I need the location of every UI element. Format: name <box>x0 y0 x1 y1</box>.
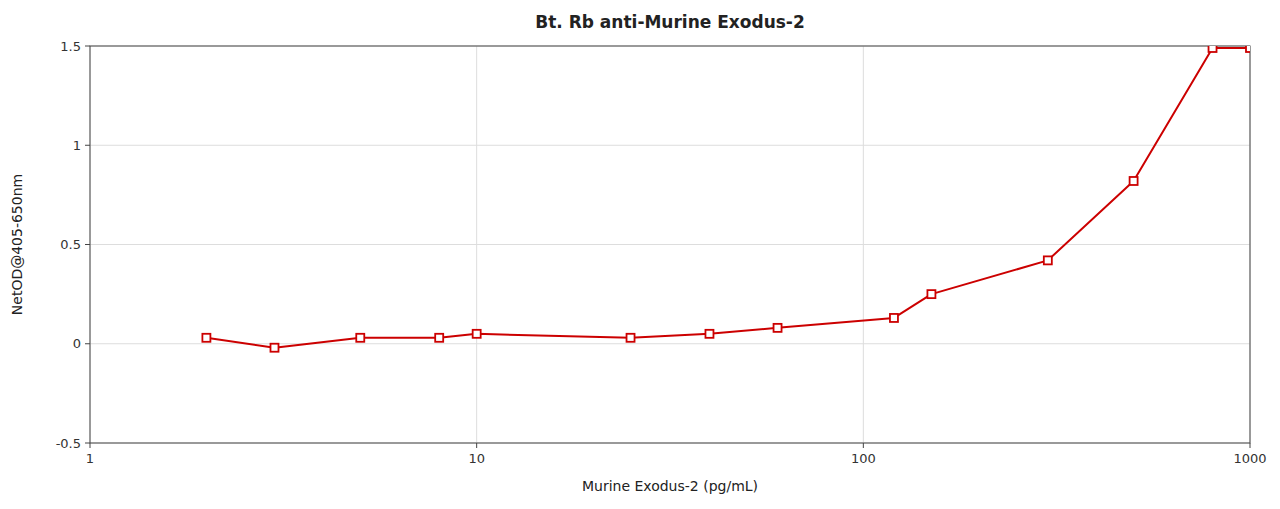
data-point <box>774 324 782 332</box>
tick-label-x: 1000 <box>1233 451 1266 466</box>
data-point <box>435 334 443 342</box>
grid-line-y <box>90 343 1250 344</box>
chart-container: 1 10 100 1000 -0.5 0 0.5 1 1.5 Bt. Rb anti-Murine… <box>0 0 1280 509</box>
data-point <box>1246 46 1250 52</box>
chart-svg: 1 10 100 1000 -0.5 0 0.5 1 1.5 Bt. Rb anti-Murine… <box>0 0 1280 509</box>
grid-line-y <box>90 244 1250 245</box>
data-point <box>1209 46 1217 52</box>
grid <box>90 46 1250 443</box>
tick-y <box>85 46 90 47</box>
data-point <box>927 290 935 298</box>
data-point <box>270 344 278 352</box>
data-point <box>627 334 635 342</box>
tick-x <box>476 443 477 448</box>
plot-area <box>202 46 1250 352</box>
data-point <box>1044 256 1052 264</box>
tick-label-x: 1 <box>86 451 94 466</box>
x-axis-label: Murine Exodus-2 (pg/mL) <box>582 478 758 494</box>
tick-x <box>90 443 91 448</box>
tick-label-y: 1 <box>73 138 81 153</box>
tick-label-y: 1.5 <box>60 39 81 54</box>
axes: 1 10 100 1000 -0.5 0 0.5 1 1.5 <box>56 39 1267 467</box>
tick-label-y: -0.5 <box>56 436 81 451</box>
tick-y <box>85 145 90 146</box>
tick-y <box>85 443 90 444</box>
data-point <box>473 330 481 338</box>
tick-label-x: 100 <box>851 451 876 466</box>
data-line <box>206 48 1250 348</box>
tick-x <box>863 443 864 448</box>
data-point <box>1130 177 1138 185</box>
data-point <box>890 314 898 322</box>
tick-label-x: 10 <box>468 451 485 466</box>
grid-line-y <box>90 145 1250 146</box>
tick-label-y: 0 <box>73 336 81 351</box>
plot-frame <box>90 46 1250 443</box>
chart-title: Bt. Rb anti-Murine Exodus-2 <box>535 12 805 32</box>
data-point <box>202 334 210 342</box>
tick-y <box>85 343 90 344</box>
data-point <box>705 330 713 338</box>
tick-y <box>85 244 90 245</box>
tick-x <box>1250 443 1251 448</box>
data-point <box>356 334 364 342</box>
y-axis-label: NetOD@405-650nm <box>9 174 25 315</box>
tick-label-y: 0.5 <box>60 237 81 252</box>
